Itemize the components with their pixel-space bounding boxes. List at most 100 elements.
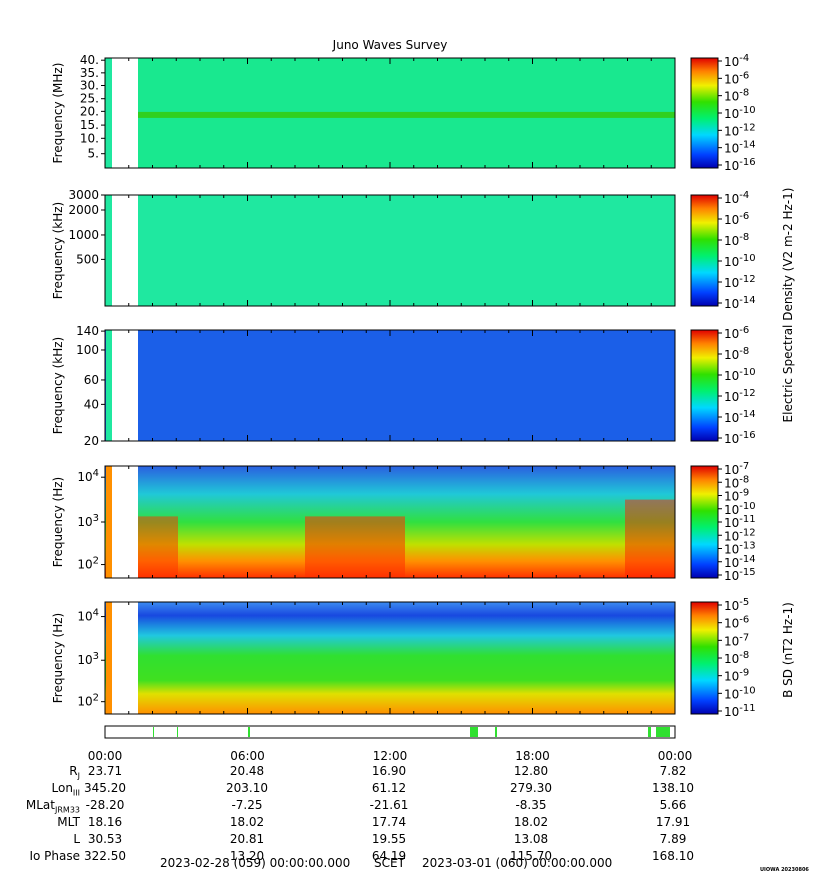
- y-axis-label: Frequency (Hz): [51, 613, 65, 704]
- colorbar-tick-label: 10-14: [724, 409, 756, 425]
- ephemeris-label: RJ: [69, 764, 80, 781]
- emission-burst: [138, 516, 178, 578]
- y-tick-label: 140: [76, 324, 99, 338]
- ephemeris-value: 30.53: [87, 832, 123, 846]
- y-tick-label: 15.: [80, 118, 99, 132]
- y-axis-label: Frequency (kHz): [51, 202, 65, 299]
- ephemeris-value: 13.08: [513, 832, 549, 846]
- panel-1: 40.35.30.25.20.15.10. 5. Frequency (MHz): [51, 53, 676, 169]
- y-axis-label: Frequency (Hz): [51, 477, 65, 568]
- ephemeris-label: MLT: [57, 815, 80, 829]
- coverage-segment: [248, 727, 250, 737]
- colorbar-tick-label: 10-12: [724, 122, 756, 138]
- data-column: [106, 466, 112, 578]
- colorbar-tick-label: 10-14: [724, 140, 756, 156]
- colorbar-tick-label: 10-6: [724, 70, 749, 86]
- panel-3: 140 100 60 40 20 Frequency (kHz): [51, 324, 676, 448]
- colorbar-tick-label: 10-11: [724, 703, 756, 719]
- data-column: [106, 330, 112, 441]
- ephemeris-value: 13.20: [229, 849, 265, 863]
- panel-5: 104 103 102 Frequency (Hz): [51, 601, 676, 715]
- y-tick-label: 25.: [80, 92, 99, 106]
- coverage-segment: [177, 727, 178, 737]
- ephemeris-value: -28.20: [85, 798, 125, 812]
- spectrogram-panels: 40.35.30.25.20.15.10. 5. Frequency (MHz) 30…: [51, 53, 676, 715]
- x-axis-ticks: 00:00 06:00 12:00 18:00 00:00: [88, 749, 693, 763]
- ephemeris-value: 5.66: [659, 798, 687, 812]
- y-tick-label: 30.: [80, 79, 99, 93]
- colorbar-tick-label: 10-12: [724, 274, 756, 290]
- ephemeris-label: L: [73, 832, 80, 846]
- y-tick-label: 104: [77, 608, 99, 624]
- data-gap: [112, 195, 138, 306]
- colorbar-tick-label: 10-8: [724, 232, 749, 248]
- spectrogram-3: [105, 330, 675, 441]
- y-tick-label: 102: [77, 693, 99, 709]
- coverage-segment: [656, 727, 670, 737]
- ephemeris-value: 18.16: [87, 815, 123, 829]
- colorbar-gradient: [690, 601, 719, 715]
- x-tick-label: 00:00: [88, 749, 123, 763]
- ephemeris-value: 12.80: [513, 764, 549, 778]
- ephemeris-value: 138.10: [652, 781, 694, 795]
- colorbar-tick-label: 10-10: [724, 105, 756, 121]
- ephemeris-value: 20.48: [229, 764, 265, 778]
- colorbar-tick-label: 10-6: [724, 211, 749, 227]
- data-column: [106, 602, 112, 714]
- ephemeris-value: 61.12: [371, 781, 407, 795]
- colorbar-tick-label: 10-12: [724, 388, 756, 404]
- colorbar-tick-label: 10-8: [724, 88, 749, 104]
- ephemeris-value: 23.71: [87, 764, 123, 778]
- colorbar-2: 10-4 10-6 10-8 10-10 10-12 10-14: [690, 190, 756, 311]
- ephemeris-value: 322.50: [84, 849, 126, 863]
- colorbar-5: 10-5 10-610-7 10-8 10-910-10 10-11: [690, 597, 756, 719]
- colorbar-tick-label: 10-5: [724, 597, 749, 613]
- ephemeris-value: 168.10: [652, 849, 694, 863]
- colorbar-4: 10-710-810-910-1010-1110-1210-1310-1410-…: [690, 461, 756, 583]
- data-gap: [112, 602, 138, 714]
- colorbar-tick-label: 10-4: [724, 190, 749, 206]
- x-tick-label: 00:00: [658, 749, 693, 763]
- colorbar-gradient: [690, 194, 719, 307]
- ephemeris-value: 345.20: [84, 781, 126, 795]
- y-tick-label: 35.: [80, 66, 99, 80]
- y-axis-label: Frequency (kHz): [51, 337, 65, 434]
- coverage-segment: [153, 727, 154, 737]
- coverage-segment: [470, 727, 478, 737]
- y-tick-label: 20.: [80, 104, 99, 118]
- ephemeris-value: 7.89: [659, 832, 687, 846]
- coverage-bar: [104, 725, 676, 739]
- colorbar-gradient: [690, 465, 719, 579]
- colorbar-tick-label: 10-9: [724, 668, 749, 684]
- ephemeris-value: 17.74: [371, 815, 407, 829]
- y-tick-label: 103: [77, 513, 99, 529]
- ephemeris-value: -21.61: [369, 798, 409, 812]
- y-tick-label: 60: [84, 373, 99, 387]
- spectrogram-2: [105, 195, 675, 306]
- colorbar-tick-label: 10-16: [724, 157, 756, 173]
- colorbar-tick-label: 10-8: [724, 346, 749, 362]
- data-column: [106, 195, 112, 306]
- ephemeris-value: 115.70: [510, 849, 552, 863]
- ephemeris-value: 64.19: [371, 849, 407, 863]
- colorbar-tick-label: 10-14: [724, 295, 756, 311]
- x-tick-label: 06:00: [230, 749, 265, 763]
- ephemeris-label: Io Phase: [29, 849, 80, 863]
- y-tick-label: 10.: [80, 131, 99, 145]
- footer-stamp: UIOWA 20230806: [760, 867, 809, 873]
- y-tick-label: 3000: [68, 188, 99, 202]
- y-tick-label: 100: [76, 343, 99, 357]
- ephemeris-value: 17.91: [655, 815, 691, 829]
- y-tick-label: 5.: [88, 147, 99, 161]
- emission-burst: [625, 499, 675, 578]
- x-tick-label: 12:00: [373, 749, 408, 763]
- y-tick-label: 40.: [80, 53, 99, 67]
- colorbar-tick-label: 10-15: [724, 567, 756, 583]
- chart-title: Juno Waves Survey: [332, 38, 448, 52]
- colorbars: 10-410-610-810-1010-1210-1410-1610-410-6…: [690, 53, 756, 719]
- coverage-segment: [648, 727, 651, 737]
- colorbar-tick-label: 10-10: [724, 367, 756, 383]
- ephemeris-value: -7.25: [231, 798, 263, 812]
- panel-4: 104 103 102 Frequency (Hz): [51, 465, 676, 579]
- ephemeris-value: 16.90: [371, 764, 407, 778]
